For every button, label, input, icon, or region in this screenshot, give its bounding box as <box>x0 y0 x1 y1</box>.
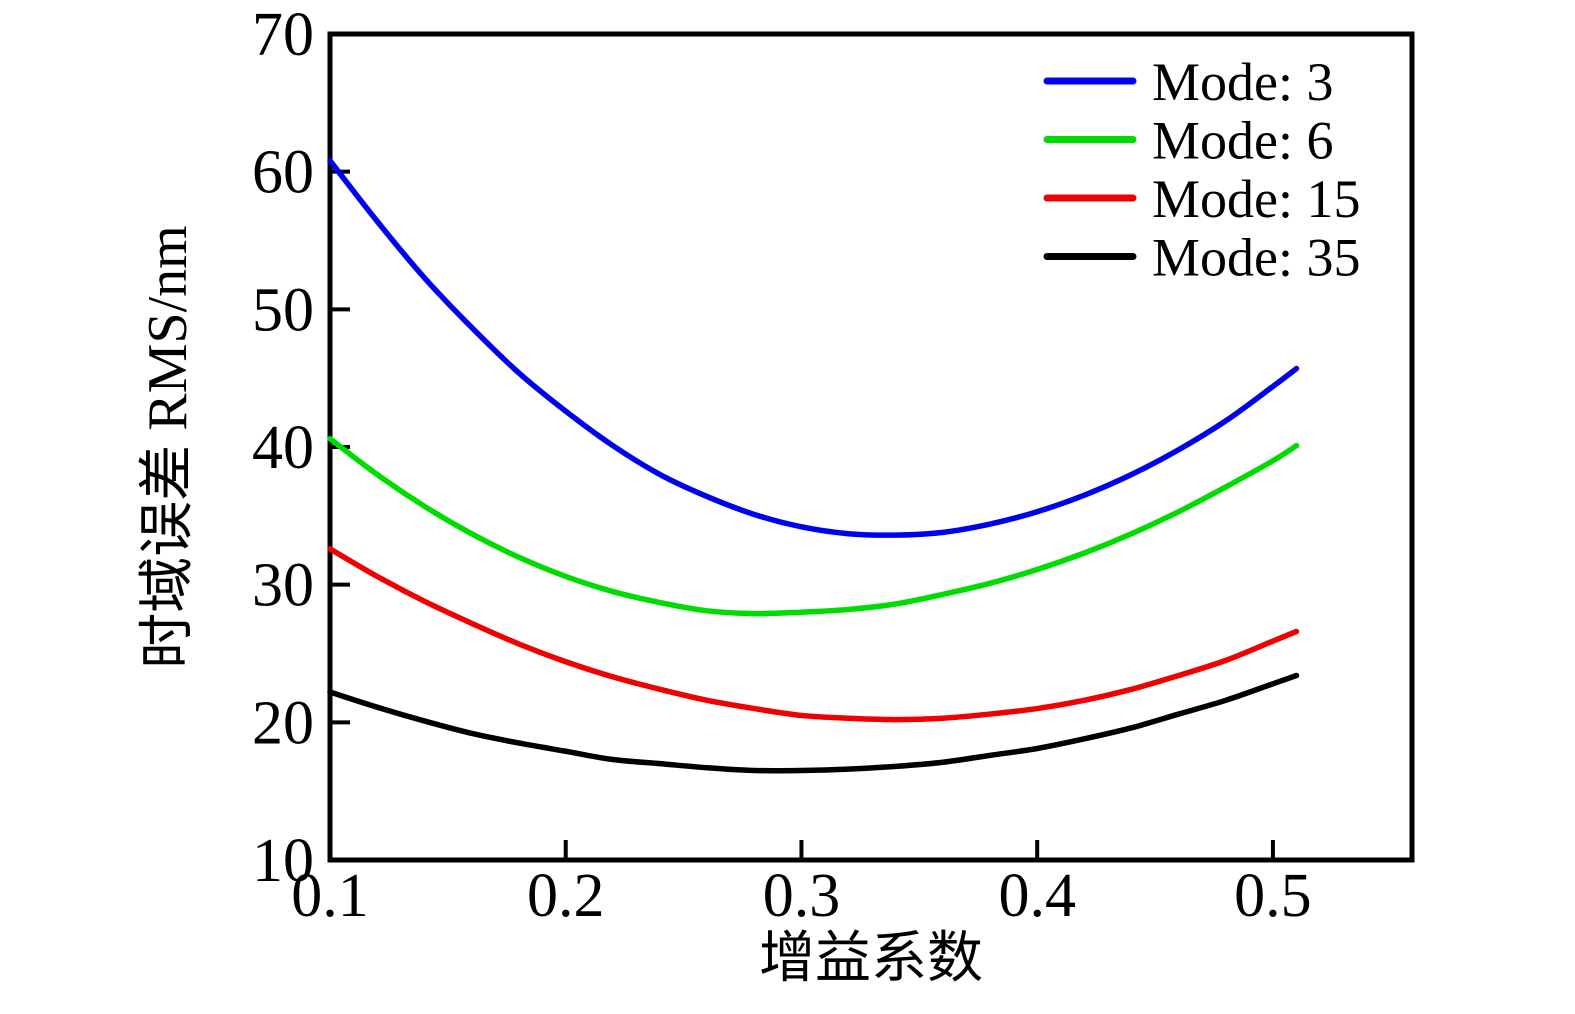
legend-label: Mode: 3 <box>1152 52 1334 112</box>
legend-label: Mode: 6 <box>1152 111 1334 171</box>
legend-item: Mode: 6 <box>1043 111 1334 171</box>
legend-label: Mode: 15 <box>1152 169 1361 229</box>
x-tick-label: 0.1 <box>291 862 369 930</box>
y-tick-label: 70 <box>252 1 314 69</box>
series-lines <box>327 157 1300 774</box>
legend-item: Mode: 15 <box>1043 169 1361 229</box>
y-tick-label: 20 <box>252 689 314 757</box>
tick-labels: 0.1 0.2 0.3 0.4 0.5 10 20 30 40 50 60 70 <box>252 1 1312 930</box>
x-axis-label: 增益系数 <box>759 928 983 990</box>
series-line-mode-15 <box>327 546 1300 723</box>
y-axis-label: 时域误差 RMS/nm <box>137 225 199 668</box>
legend-item: Mode: 3 <box>1043 52 1334 112</box>
y-tick-label: 30 <box>252 552 314 620</box>
y-tick-label: 60 <box>252 139 314 207</box>
legend-label: Mode: 35 <box>1152 228 1361 288</box>
y-tick-label: 40 <box>252 414 314 482</box>
series-line-mode-3 <box>327 157 1300 538</box>
x-tick-label: 0.3 <box>763 862 841 930</box>
y-tick-label: 10 <box>252 827 314 895</box>
x-tick-label: 0.2 <box>527 862 605 930</box>
series-line-mode-35 <box>327 672 1300 774</box>
x-tick-label: 0.4 <box>998 862 1076 930</box>
x-tick-label: 0.5 <box>1234 862 1312 930</box>
series-line-mode-6 <box>327 435 1300 617</box>
y-tick-label: 50 <box>252 276 314 344</box>
legend-item: Mode: 35 <box>1043 228 1361 288</box>
